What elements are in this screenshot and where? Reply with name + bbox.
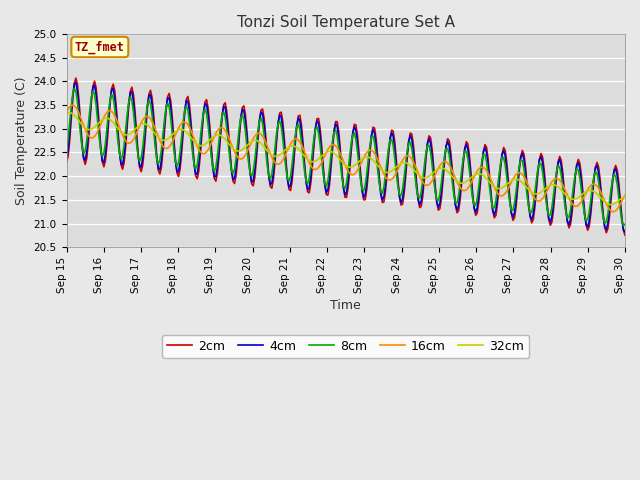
16cm <box>69 102 77 108</box>
2cm <box>63 159 70 165</box>
32cm <box>607 202 615 207</box>
X-axis label: Time: Time <box>330 299 361 312</box>
8cm <box>230 167 238 172</box>
4cm <box>591 165 599 171</box>
Line: 2cm: 2cm <box>67 78 625 235</box>
16cm <box>250 136 257 142</box>
4cm <box>72 80 80 85</box>
2cm <box>250 183 257 189</box>
32cm <box>250 138 257 144</box>
2cm <box>132 130 140 135</box>
32cm <box>63 110 70 116</box>
4cm <box>308 157 316 163</box>
Line: 16cm: 16cm <box>67 105 625 212</box>
8cm <box>308 149 316 155</box>
8cm <box>259 120 266 126</box>
16cm <box>308 165 316 171</box>
8cm <box>621 221 629 227</box>
32cm <box>308 159 316 165</box>
8cm <box>250 169 257 175</box>
4cm <box>230 176 238 181</box>
8cm <box>591 168 599 174</box>
16cm <box>63 109 70 115</box>
32cm <box>230 147 238 153</box>
16cm <box>609 209 616 215</box>
Line: 32cm: 32cm <box>67 113 625 204</box>
4cm <box>132 135 140 141</box>
16cm <box>591 182 599 188</box>
32cm <box>132 125 140 131</box>
Line: 8cm: 8cm <box>67 88 625 226</box>
32cm <box>621 193 629 199</box>
4cm <box>621 229 629 235</box>
32cm <box>66 110 74 116</box>
2cm <box>591 165 599 170</box>
Legend: 2cm, 4cm, 8cm, 16cm, 32cm: 2cm, 4cm, 8cm, 16cm, 32cm <box>162 335 529 358</box>
8cm <box>63 146 70 152</box>
2cm <box>621 232 629 238</box>
Title: Tonzi Soil Temperature Set A: Tonzi Soil Temperature Set A <box>237 15 455 30</box>
4cm <box>259 111 266 117</box>
16cm <box>230 149 238 155</box>
Text: TZ_fmet: TZ_fmet <box>75 40 125 54</box>
16cm <box>259 133 266 139</box>
8cm <box>620 223 627 228</box>
16cm <box>132 131 140 136</box>
4cm <box>250 178 257 184</box>
8cm <box>70 85 78 91</box>
2cm <box>230 180 238 186</box>
32cm <box>259 142 266 148</box>
32cm <box>591 190 599 195</box>
2cm <box>72 75 80 81</box>
2cm <box>259 106 266 112</box>
2cm <box>308 164 316 169</box>
4cm <box>63 155 70 161</box>
16cm <box>621 192 629 198</box>
Y-axis label: Soil Temperature (C): Soil Temperature (C) <box>15 76 28 205</box>
Line: 4cm: 4cm <box>67 83 625 232</box>
8cm <box>132 141 140 146</box>
